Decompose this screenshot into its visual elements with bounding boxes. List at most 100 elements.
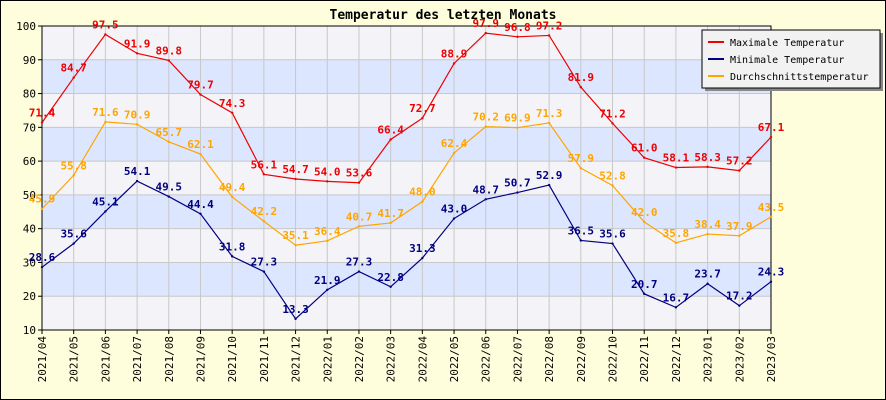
data-label: 17.2 (726, 290, 753, 303)
data-point (40, 265, 44, 269)
data-point (294, 244, 297, 247)
x-tick-label: 2022/04 (416, 336, 429, 383)
plot-band (42, 127, 771, 162)
legend-entry: Durchschnittstemperatur (730, 72, 868, 83)
data-point (421, 200, 424, 203)
legend-entry: Maximale Temperatur (730, 38, 844, 49)
y-tick-label: 50 (23, 189, 36, 202)
x-tick-label: 2021/07 (131, 336, 144, 382)
y-tick-label: 90 (23, 54, 36, 67)
data-label: 58.3 (694, 151, 721, 164)
data-label: 71.3 (536, 107, 563, 120)
x-tick-label: 2023/02 (733, 336, 746, 382)
data-label: 31.8 (219, 240, 246, 253)
data-point (738, 304, 741, 307)
data-point (579, 167, 583, 170)
data-label: 84.7 (60, 62, 87, 75)
data-label: 72.7 (409, 102, 436, 115)
data-label: 70.9 (124, 108, 151, 121)
data-point (262, 270, 266, 273)
data-point (40, 121, 44, 124)
data-point (706, 282, 709, 285)
data-point (389, 221, 392, 225)
data-point (738, 169, 741, 172)
data-label: 57.9 (568, 152, 595, 165)
data-point (104, 33, 107, 36)
data-label: 45.1 (92, 195, 119, 208)
x-tick-label: 2022/05 (448, 336, 461, 382)
x-tick-label: 2021/04 (36, 336, 49, 383)
data-label: 35.1 (282, 229, 309, 242)
data-point (326, 239, 329, 243)
data-point (167, 195, 170, 198)
data-label: 71.4 (29, 107, 56, 120)
data-label: 97.9 (472, 17, 499, 30)
data-point (611, 122, 614, 125)
data-point (262, 173, 266, 176)
data-label: 43.5 (758, 201, 785, 214)
data-label: 62.4 (441, 137, 468, 150)
data-point (452, 62, 456, 65)
data-point (326, 288, 329, 292)
x-tick-label: 2022/12 (670, 336, 683, 382)
legend: Maximale Temperatur Minimale Temperatur Du… (701, 29, 883, 91)
data-label: 58.1 (663, 152, 690, 165)
data-label: 71.6 (92, 106, 119, 119)
x-tick-label: 2021/06 (99, 336, 112, 382)
data-point (167, 140, 170, 144)
data-label: 49.5 (156, 181, 183, 194)
data-point (452, 151, 456, 155)
x-tick-label: 2021/11 (258, 336, 271, 382)
data-label: 65.7 (156, 126, 183, 139)
data-label: 22.8 (377, 271, 404, 284)
x-tick-label: 2023/03 (765, 336, 778, 382)
x-tick-label: 2022/06 (480, 336, 493, 382)
data-label: 45.9 (29, 193, 56, 206)
data-label: 79.7 (187, 79, 214, 92)
data-label: 54.1 (124, 165, 151, 178)
data-label: 41.7 (377, 207, 404, 220)
data-label: 67.1 (758, 121, 785, 134)
data-point (357, 270, 361, 273)
data-point (643, 220, 646, 224)
axes (38, 25, 772, 334)
data-point (706, 165, 709, 169)
data-point (547, 183, 551, 187)
x-axis-tick-labels: 2021/04 2021/05 2021/06 2021/07 2021/08 2021/… (36, 336, 778, 383)
data-point (199, 212, 202, 216)
data-label: 56.1 (251, 158, 278, 171)
y-tick-label: 80 (23, 88, 36, 101)
data-point (547, 121, 551, 125)
data-point (738, 234, 741, 237)
data-label: 37.9 (726, 220, 753, 233)
data-label: 89.8 (156, 44, 183, 57)
data-label: 44.4 (187, 198, 214, 211)
data-point (484, 31, 487, 35)
data-point (230, 255, 234, 258)
data-point (484, 198, 487, 201)
x-tick-label: 2022/10 (607, 336, 620, 382)
data-point (72, 242, 75, 245)
data-point (516, 126, 519, 129)
data-point (516, 35, 519, 39)
data-label: 81.9 (568, 71, 595, 84)
x-tick-label: 2022/08 (543, 336, 556, 382)
y-tick-label: 100 (16, 20, 36, 33)
data-label: 62.1 (187, 138, 214, 151)
data-point (326, 180, 329, 183)
x-tick-label: 2023/01 (702, 336, 715, 382)
data-label: 20.7 (631, 278, 658, 291)
x-tick-label: 2021/10 (226, 336, 239, 382)
data-label: 66.4 (377, 123, 404, 136)
data-label: 35.8 (663, 227, 690, 240)
data-label: 31.3 (409, 242, 436, 255)
data-labels: 71.4 84.7 97.5 91.9 89.8 79.7 74.3 56.1 54.7 54.0… (29, 17, 785, 316)
data-label: 96.8 (504, 21, 531, 34)
data-point (706, 232, 709, 236)
x-tick-label: 2022/03 (385, 336, 398, 382)
data-label: 27.3 (251, 256, 278, 269)
data-point (611, 242, 614, 245)
data-label: 69.9 (504, 112, 531, 125)
y-axis-tick-labels: 10 20 30 40 50 60 70 80 90 100 (16, 20, 36, 337)
data-label: 53.6 (346, 167, 373, 180)
